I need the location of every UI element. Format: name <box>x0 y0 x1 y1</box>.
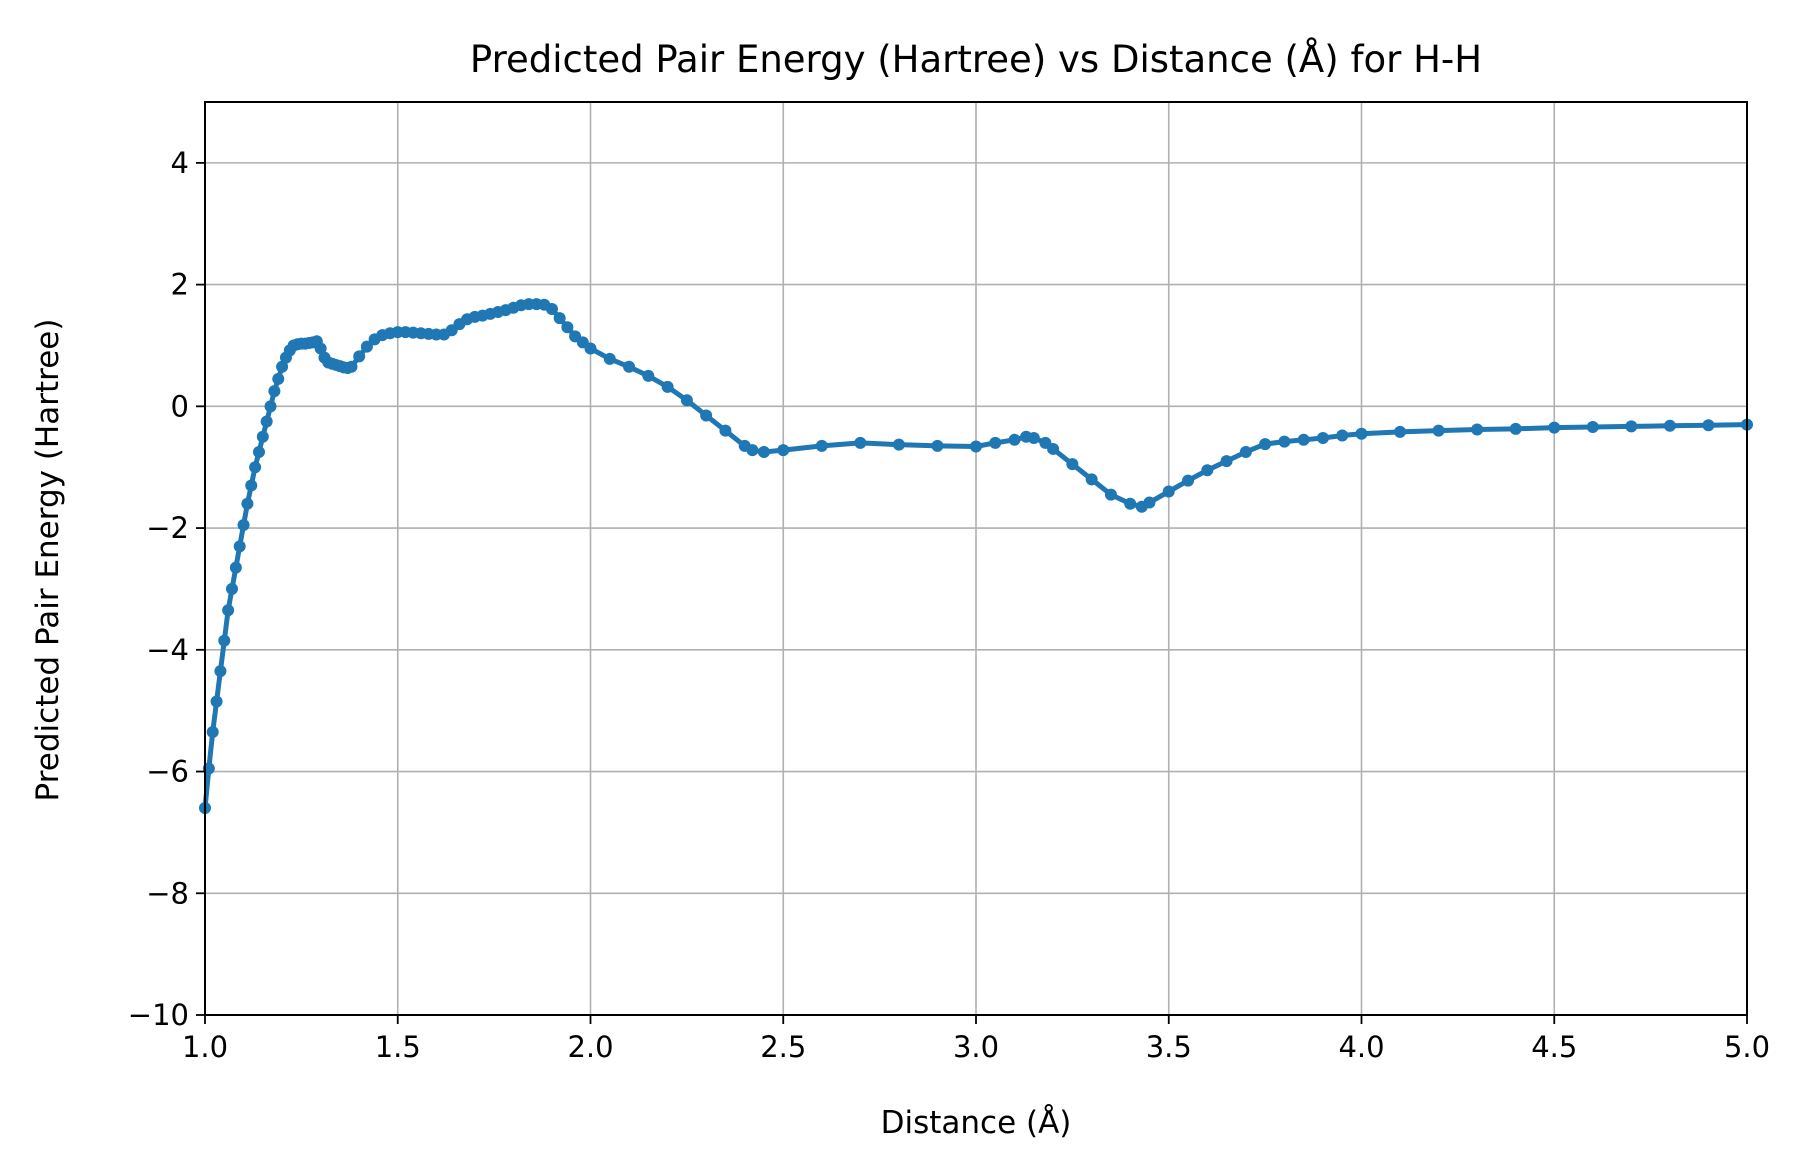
data-point <box>1702 419 1715 432</box>
data-point <box>892 438 905 451</box>
data-point <box>746 444 759 457</box>
y-tick-label: −6 <box>146 755 189 789</box>
data-point <box>815 439 828 452</box>
data-point <box>353 350 366 363</box>
y-tick-label: −10 <box>128 998 189 1032</box>
data-point <box>931 439 944 452</box>
data-point <box>1394 425 1407 438</box>
data-point <box>233 540 246 553</box>
grid-lines <box>204 102 1748 1016</box>
data-point <box>1586 421 1599 434</box>
data-point <box>314 342 327 355</box>
data-point <box>1336 429 1349 442</box>
data-point <box>1066 458 1079 471</box>
data-point <box>229 561 242 574</box>
data-point <box>1471 423 1484 436</box>
data-point <box>777 444 790 457</box>
data-point <box>225 582 238 595</box>
data-series <box>199 298 1753 815</box>
data-point <box>249 461 262 474</box>
data-point <box>276 360 289 373</box>
x-tick-label: 2.0 <box>567 1030 613 1064</box>
x-tick-label: 1.5 <box>375 1030 421 1064</box>
data-point <box>1278 435 1291 448</box>
data-point <box>1548 421 1561 434</box>
data-point <box>272 372 285 385</box>
data-point <box>603 352 616 365</box>
data-point <box>1104 488 1117 501</box>
data-point <box>545 302 558 315</box>
data-point <box>260 415 273 428</box>
data-point <box>719 424 732 437</box>
data-point <box>1239 445 1252 458</box>
x-tick-label: 3.0 <box>953 1030 999 1064</box>
data-point <box>1143 496 1156 509</box>
data-point <box>553 312 566 325</box>
data-point <box>245 479 258 492</box>
data-point <box>680 394 693 407</box>
data-point <box>268 385 281 398</box>
data-point <box>561 321 574 334</box>
data-point <box>237 519 250 532</box>
data-point <box>1297 433 1310 446</box>
data-point <box>854 436 867 449</box>
data-point <box>1085 473 1098 486</box>
data-point <box>642 369 655 382</box>
data-point <box>1355 427 1368 440</box>
x-tick-label: 4.0 <box>1338 1030 1384 1064</box>
data-point <box>210 695 223 708</box>
data-point <box>970 440 982 453</box>
data-point <box>661 380 674 393</box>
x-axis-label: Distance (Å) <box>881 1105 1072 1141</box>
x-tick-label: 3.5 <box>1146 1030 1192 1064</box>
data-point <box>1201 464 1214 477</box>
y-tick-label: 0 <box>171 389 189 423</box>
y-tick-label: 4 <box>171 146 189 180</box>
y-tick-label: −4 <box>146 633 189 667</box>
data-point <box>256 430 269 443</box>
y-tick-label: −8 <box>146 876 189 910</box>
data-point <box>1663 419 1676 432</box>
data-point <box>1432 424 1445 437</box>
data-point <box>1316 431 1329 444</box>
data-point <box>345 360 358 373</box>
data-point <box>241 497 254 510</box>
data-point <box>222 604 235 617</box>
data-point <box>1182 474 1195 487</box>
data-point <box>1162 485 1175 498</box>
data-point <box>1008 433 1021 446</box>
x-tick-label: 1.0 <box>182 1030 228 1064</box>
y-tick-label: −2 <box>146 511 189 545</box>
data-point <box>1509 422 1522 435</box>
data-point <box>1625 420 1638 433</box>
data-point <box>1220 455 1233 468</box>
data-point <box>360 340 373 353</box>
data-point <box>206 725 219 738</box>
x-tick-label: 2.5 <box>760 1030 806 1064</box>
data-point <box>757 445 770 458</box>
data-point <box>264 400 277 413</box>
data-point <box>1027 431 1040 444</box>
data-point <box>1124 497 1137 510</box>
data-point <box>1259 438 1272 451</box>
data-point <box>1047 442 1060 455</box>
chart-title: Predicted Pair Energy (Hartree) vs Dista… <box>470 37 1482 81</box>
y-tick-label: 2 <box>171 268 189 302</box>
data-point <box>989 436 1002 449</box>
data-point <box>214 665 227 678</box>
data-point <box>218 634 231 647</box>
data-point <box>700 409 713 422</box>
data-point <box>623 360 636 373</box>
data-point <box>252 445 265 458</box>
data-point <box>584 342 597 355</box>
x-tick-label: 5.0 <box>1724 1030 1770 1064</box>
axis-ticks: 1.0 1.5 2.0 2.5 3.0 3.5 4.0 4.5 5.0 −10 −8 −6 −4 −2 0 2… <box>128 146 1770 1064</box>
y-axis-label: Predicted Pair Energy (Hartree) <box>30 319 66 802</box>
x-tick-label: 4.5 <box>1531 1030 1577 1064</box>
